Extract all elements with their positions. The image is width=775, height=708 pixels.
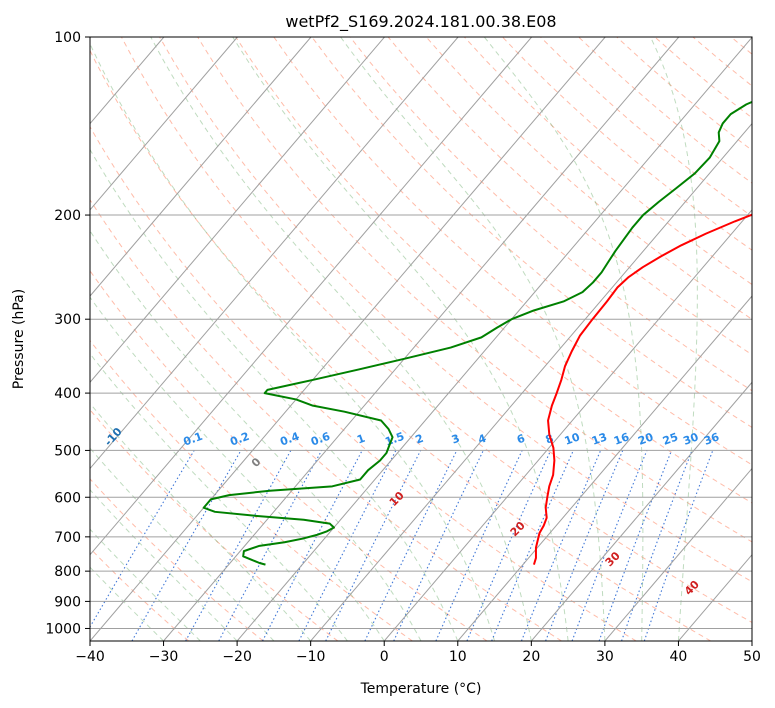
mixing-ratio-line <box>545 450 624 641</box>
dewpoint-line <box>202 100 752 566</box>
isotherm-line <box>163 37 680 641</box>
mixing-ratio-label: 1 <box>355 432 367 447</box>
isotherm-line <box>604 467 752 641</box>
y-tick-label: 1000 <box>45 621 81 637</box>
mixing-ratio-label: 8 <box>544 432 556 447</box>
isotherm-line <box>90 37 459 470</box>
x-tick-label: 50 <box>743 649 761 665</box>
dry-adiabat-line <box>235 37 752 504</box>
mixing-ratio-label: 25 <box>661 430 680 447</box>
dry-adiabat-line <box>425 37 752 320</box>
y-tick-label: 400 <box>54 386 81 402</box>
moist-adiabat-line <box>340 37 606 641</box>
mixing-ratio-label: 36 <box>702 430 721 448</box>
isotherm-line <box>236 37 752 641</box>
mixing-ratio-line <box>466 450 552 641</box>
y-tick-label: 100 <box>54 30 81 46</box>
isotherm-line <box>90 37 385 384</box>
mixing-ratio-label: 0.6 <box>309 430 332 449</box>
y-tick-label: 200 <box>54 208 81 224</box>
moist-adiabat-line <box>90 296 385 641</box>
moist-adiabat-line <box>90 42 496 641</box>
dry-adiabat-line <box>349 37 752 392</box>
y-axis-label: Pressure (hPa) <box>11 289 27 389</box>
background-lines <box>90 37 752 641</box>
mixing-ratio-label: 16 <box>612 430 631 448</box>
dry-adiabat-line <box>90 478 264 641</box>
x-tick-label: −20 <box>222 649 252 665</box>
x-tick-label: −30 <box>149 649 179 665</box>
moist-adiabat-line <box>150 37 532 641</box>
dry-adiabat-line <box>90 198 562 641</box>
isotherm-line <box>90 37 312 297</box>
mixing-ratio-label: 6 <box>515 432 527 447</box>
mixing-ratio-line <box>185 450 292 641</box>
line-labels: -100-90-80-70-60-50-40-30-20-100.10.20.4… <box>102 425 722 598</box>
moist-adiabat-line <box>90 447 275 641</box>
mixing-ratio-label: 0.1 <box>182 430 205 449</box>
mixing-ratio-line <box>520 450 602 641</box>
mixing-ratio-label: 20 <box>636 430 655 448</box>
mixing-ratio-line <box>298 450 397 641</box>
x-tick-label: −10 <box>296 649 326 665</box>
mixing-ratio-label: 13 <box>590 430 609 447</box>
isotherm-line <box>90 37 606 641</box>
mixing-ratio-line <box>598 450 673 641</box>
chart-title: wetPf2_S169.2024.181.00.38.E08 <box>285 12 556 32</box>
mixing-ratio-label: 0.2 <box>228 430 251 449</box>
mixing-ratio-label: 0.4 <box>278 430 301 449</box>
moist-adiabat-line <box>90 148 459 641</box>
isotherm-line <box>457 295 752 641</box>
x-tick-label: −40 <box>75 649 105 665</box>
mixing-ratio-line <box>325 450 422 641</box>
isotherm-line <box>90 37 533 556</box>
dry-adiabat-line <box>90 409 339 641</box>
x-axis: −40 −30 −20 −10 0 10 20 30 40 50 <box>75 641 761 665</box>
moist-adiabat-line <box>90 229 422 641</box>
mixing-ratio-line <box>571 450 648 641</box>
mixing-ratio-line <box>435 450 523 641</box>
y-tick-label: 800 <box>54 564 81 580</box>
dry-adiabat-line <box>120 37 752 624</box>
dry-adiabat-line <box>90 269 488 641</box>
isotherm-line <box>310 122 752 641</box>
x-tick-label: 40 <box>670 649 688 665</box>
x-axis-label: Temperature (°C) <box>360 681 482 697</box>
moist-adiabat-line <box>90 352 348 641</box>
x-tick-label: 0 <box>380 649 389 665</box>
mixing-ratio-line <box>621 450 693 641</box>
y-tick-label: 700 <box>54 530 81 546</box>
isotherm-line <box>90 37 238 211</box>
mixing-ratio-label: 30 <box>681 430 700 448</box>
mixing-ratio-label: 10 <box>563 430 582 448</box>
plot-frame <box>89 36 753 642</box>
profiles <box>202 100 752 566</box>
y-tick-label: 600 <box>54 490 81 506</box>
moist-adiabat-line <box>232 37 569 641</box>
mixing-ratio-label: 4 <box>476 432 488 447</box>
isotherm-line <box>530 381 752 641</box>
y-tick-label: 300 <box>54 312 81 328</box>
x-tick-label: 10 <box>449 649 467 665</box>
x-tick-label: 30 <box>596 649 614 665</box>
x-tick-label: 20 <box>522 649 540 665</box>
isotherm-line <box>383 209 752 641</box>
dry-adiabat-line <box>311 37 752 429</box>
mixing-ratio-line <box>643 450 714 641</box>
moist-adiabat-line <box>483 37 644 641</box>
y-axis: 100 200 300 400 500 600 700 800 900 1000 <box>45 30 90 637</box>
temperature-line <box>532 213 752 565</box>
dry-adiabat-line <box>90 125 637 641</box>
dry-adiabat-line <box>90 49 712 641</box>
mixing-ratio-label: 2 <box>414 432 426 447</box>
mixing-ratio-label: 3 <box>450 432 462 447</box>
y-tick-label: 500 <box>54 443 81 459</box>
moist-adiabat-line <box>650 37 698 641</box>
y-tick-label: 900 <box>54 594 81 610</box>
